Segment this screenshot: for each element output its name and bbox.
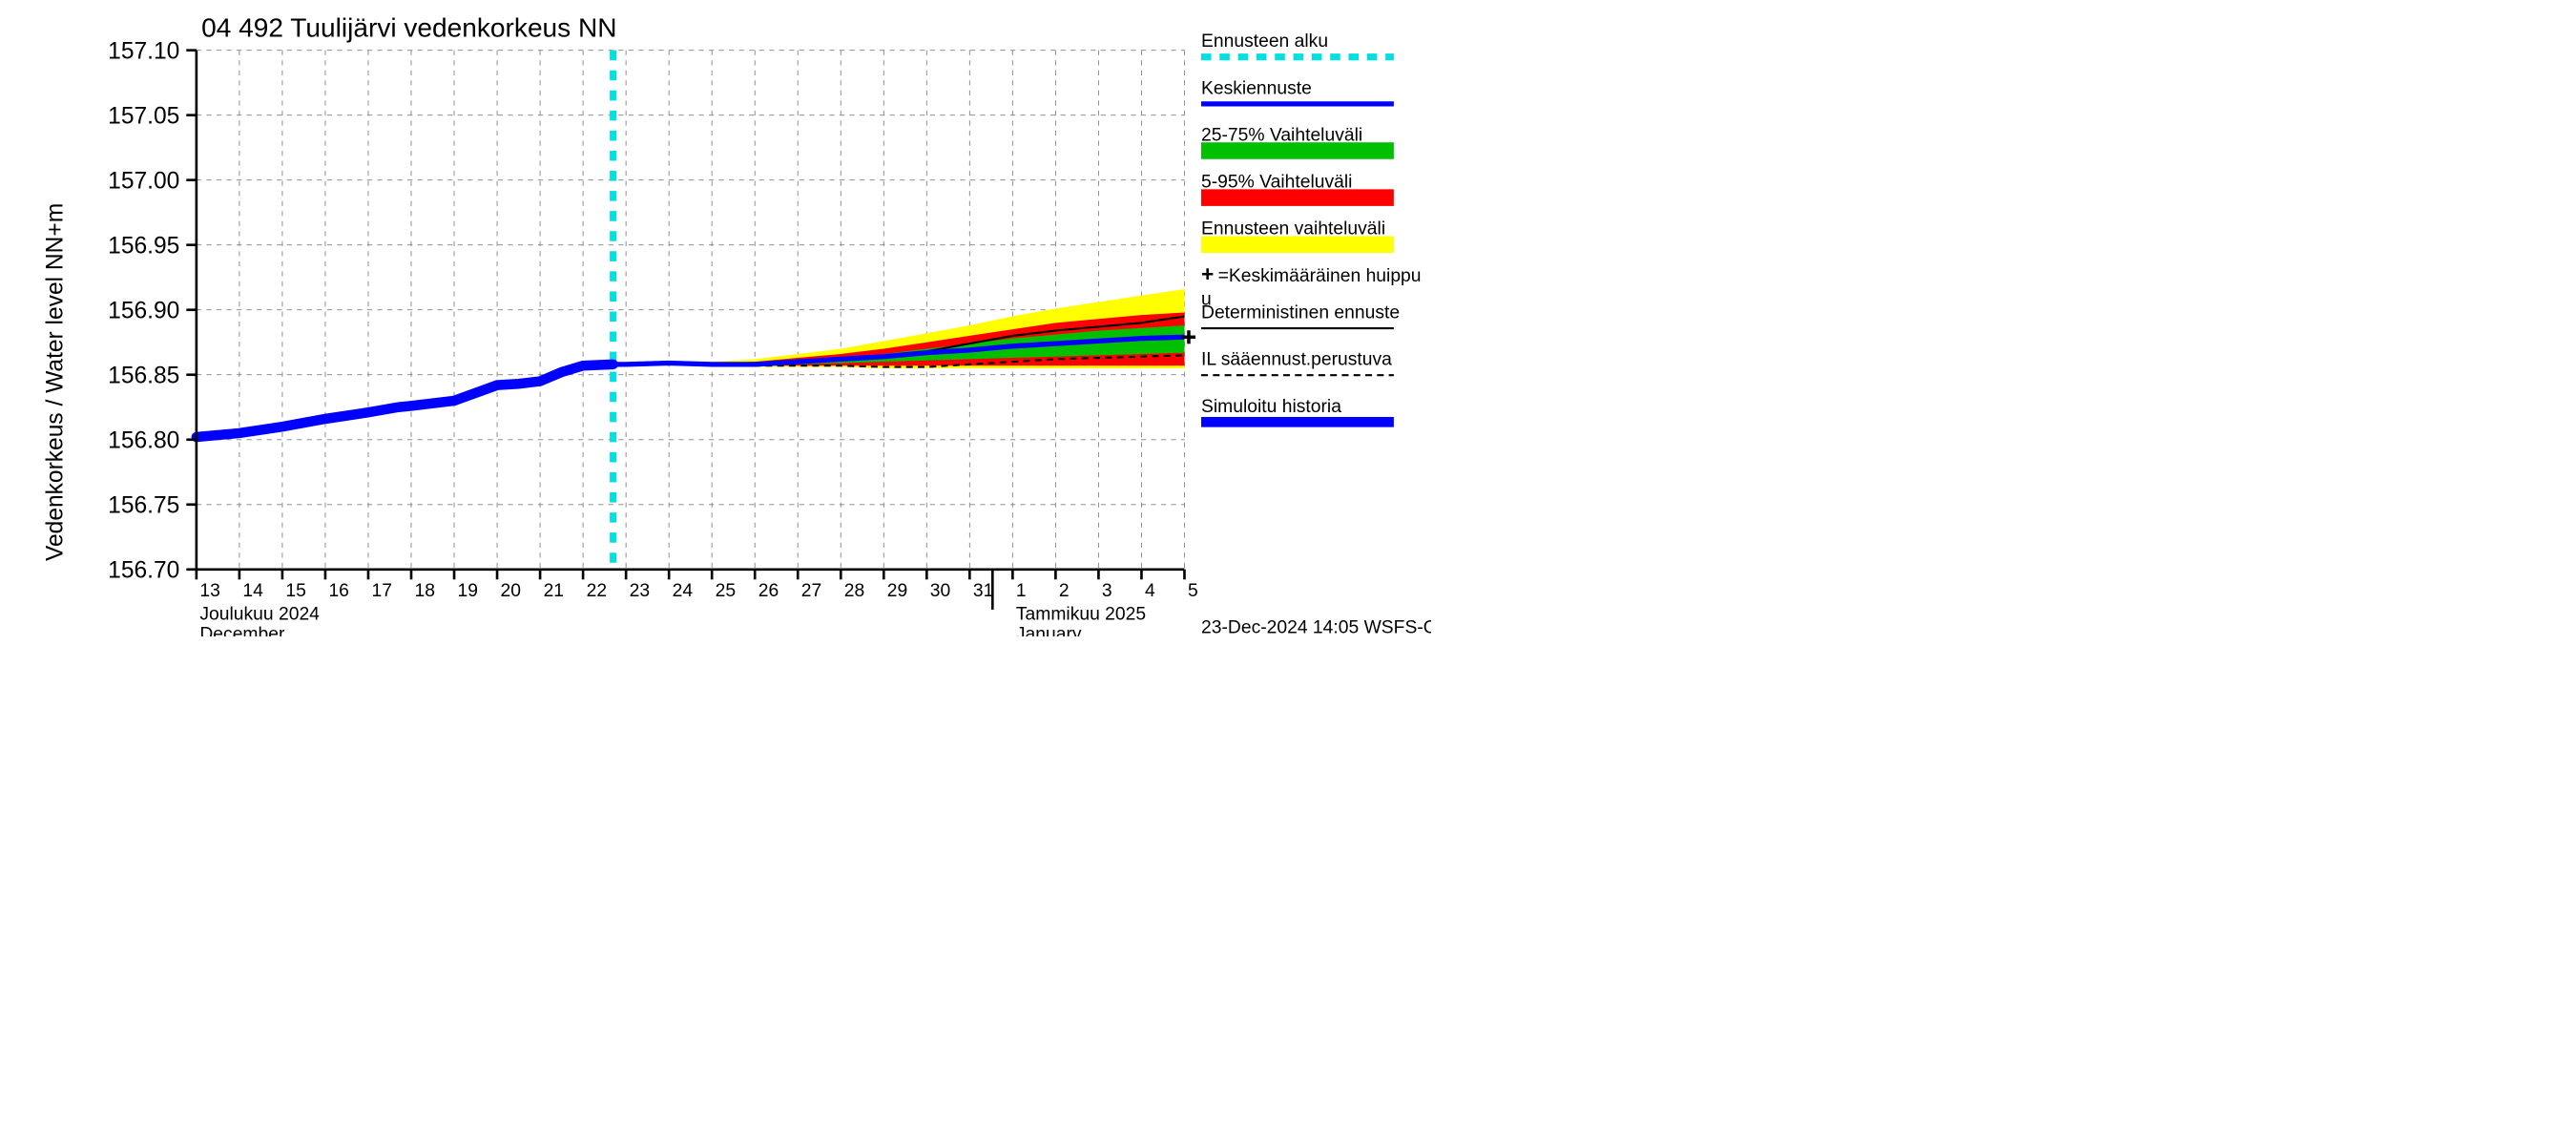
month-label-fi: Tammikuu 2025 <box>1016 604 1146 624</box>
x-tick-label: 22 <box>587 581 607 601</box>
legend-swatch-band_full <box>1201 236 1394 253</box>
x-tick-label: 2 <box>1059 581 1070 601</box>
x-tick-label: 21 <box>544 581 564 601</box>
x-tick-label: 3 <box>1102 581 1112 601</box>
chart-container: 156.70 156.75 156.80 156.85 156.90 156.95 157.… <box>0 0 1431 636</box>
chart-title: 04 492 Tuulijärvi vedenkorkeus NN <box>201 13 616 43</box>
x-tick-label: 29 <box>887 581 907 601</box>
x-tick-label: 16 <box>328 581 348 601</box>
y-tick-label: 157.00 <box>108 168 179 194</box>
legend-label-central: Keskiennuste <box>1201 78 1312 98</box>
x-tick-label: 30 <box>930 581 950 601</box>
x-tick-label: 24 <box>673 581 694 601</box>
x-tick-label: 25 <box>716 581 736 601</box>
y-tick-label: 157.10 <box>108 38 179 64</box>
x-tick-label: 27 <box>801 581 821 601</box>
month-label-en: December <box>199 625 285 636</box>
legend-label-peak: =Keskimääräinen huippu <box>1218 266 1422 286</box>
y-axis-label: Vedenkorkeus / Water level NN+m <box>42 203 68 561</box>
water-level-chart: 156.70 156.75 156.80 156.85 156.90 156.95 157.… <box>0 0 1431 636</box>
y-tick-label: 156.75 <box>108 493 179 519</box>
y-tick-label: 156.95 <box>108 233 179 259</box>
y-tick-label: 156.85 <box>108 364 179 389</box>
chart-footer: 23-Dec-2024 14:05 WSFS-O <box>1201 617 1431 636</box>
legend-label-il: IL sääennust.perustuva <box>1201 350 1392 370</box>
month-label-en: January <box>1016 625 1082 636</box>
x-tick-label: 14 <box>242 581 263 601</box>
x-tick-label: 18 <box>415 581 435 601</box>
x-tick-label: 26 <box>758 581 779 601</box>
x-tick-label: 1 <box>1016 581 1027 601</box>
y-tick-label: 156.90 <box>108 299 179 324</box>
x-tick-label: 17 <box>371 581 391 601</box>
legend-label-forecast_start: Ennusteen alku <box>1201 31 1328 52</box>
x-tick-label: 31 <box>973 581 993 601</box>
legend-swatch-band_595 <box>1201 189 1394 206</box>
y-tick-label: 156.70 <box>108 558 179 584</box>
x-tick-label: 15 <box>285 581 305 601</box>
x-tick-label: 19 <box>458 581 478 601</box>
y-tick-label: 157.05 <box>108 103 179 129</box>
legend-label-history: Simuloitu historia <box>1201 397 1341 417</box>
x-tick-label: 20 <box>501 581 521 601</box>
legend-label-deterministic: Deterministinen ennuste <box>1201 303 1400 323</box>
month-label-fi: Joulukuu 2024 <box>199 604 320 624</box>
legend-prefix-peak: + <box>1201 261 1214 286</box>
x-tick-label: 5 <box>1188 581 1198 601</box>
x-tick-label: 13 <box>199 581 219 601</box>
x-tick-label: 23 <box>630 581 650 601</box>
legend-swatch-band_2575 <box>1201 142 1394 159</box>
x-tick-label: 28 <box>844 581 864 601</box>
x-tick-label: 4 <box>1145 581 1155 601</box>
y-tick-label: 156.80 <box>108 428 179 454</box>
